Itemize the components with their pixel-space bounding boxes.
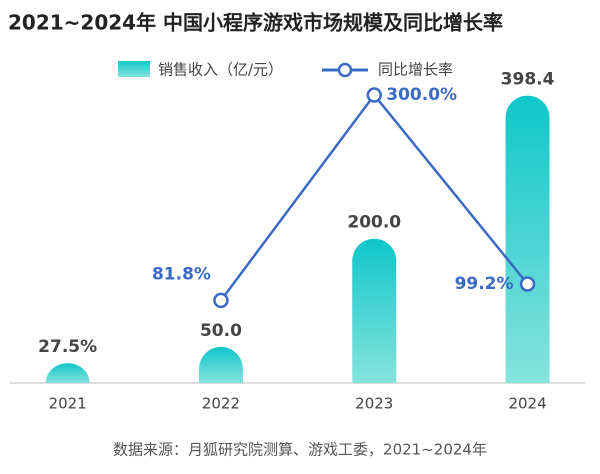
chart-title: 2021~2024年 中国小程序游戏市场规模及同比增长率	[8, 11, 503, 35]
bar	[505, 95, 550, 384]
data-label: 300.0%	[386, 85, 457, 105]
x-tick-label: 2022	[202, 395, 240, 413]
data-label: 200.0	[347, 213, 401, 233]
legend-swatch	[337, 62, 353, 78]
bar	[198, 346, 243, 383]
x-tick-label: 2021	[49, 395, 87, 413]
data-label: 81.8%	[152, 264, 211, 284]
x-tick-label: 2023	[355, 395, 393, 413]
line-point	[519, 276, 536, 292]
data-label: 398.4	[501, 70, 555, 90]
legend-label: 同比增长率	[378, 61, 453, 79]
x-tick-label: 2024	[508, 395, 546, 413]
data-label: 27.5%	[38, 337, 97, 357]
data-label: 99.2%	[455, 274, 514, 294]
line-point	[366, 87, 382, 103]
bar	[352, 238, 397, 383]
bar	[45, 363, 90, 383]
line-point	[213, 292, 229, 309]
data-label: 50.0	[200, 321, 242, 341]
source-note: 数据来源：月狐研究院测算、游戏工委，2021~2024年	[113, 441, 487, 459]
legend-label: 销售收入（亿/元）	[158, 61, 283, 79]
legend-swatch	[118, 61, 150, 77]
